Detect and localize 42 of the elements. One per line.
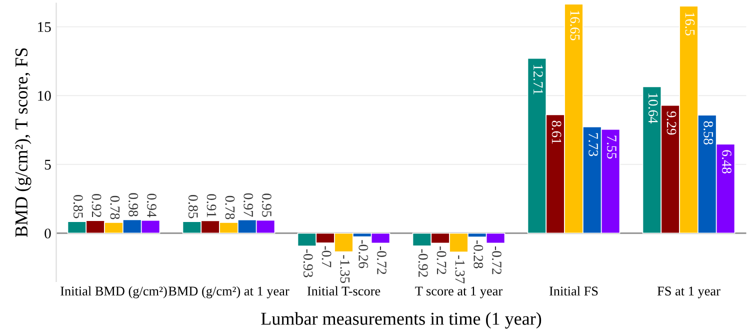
data-label: 8.61 — [552, 120, 562, 144]
y-axis-title: BMD (g/cm²), T score, FS — [14, 48, 32, 238]
data-label: -0.28 — [474, 240, 484, 268]
data-label: -0.26 — [358, 240, 368, 268]
data-label: 0.85 — [188, 194, 198, 218]
data-label: -0.72 — [492, 246, 502, 274]
data-label: -1.37 — [455, 255, 465, 284]
data-label: 0.94 — [147, 194, 156, 218]
data-label: 0.95 — [262, 194, 272, 217]
data-label: 8.58 — [704, 121, 714, 144]
x-tick-label: Initial BMD (g/cm²) — [60, 286, 167, 298]
data-label: 12.71 — [533, 65, 543, 94]
x-tick-label: Initial T-score — [307, 286, 380, 296]
data-label: 16.65 — [570, 10, 580, 40]
data-label: -0.93 — [303, 249, 313, 278]
x-tick-label: T score at 1 year — [415, 286, 502, 298]
y-tick-label: 10 — [38, 90, 51, 101]
data-label: 9.29 — [666, 111, 676, 135]
data-label: -0.72 — [436, 246, 446, 274]
x-axis-title: Lumbar measurements in time (1 year) — [261, 312, 542, 329]
data-label: 0.92 — [92, 194, 102, 218]
data-label: -0.7 — [322, 246, 332, 268]
x-tick-label: Initial FS — [549, 286, 598, 296]
y-tick-label: 0 — [44, 228, 51, 238]
x-tick-label: BMD (g/cm²) at 1 year — [168, 286, 290, 298]
x-tick-label: FS at 1 year — [657, 286, 720, 298]
data-label: 0.78 — [225, 196, 235, 220]
data-label: 0.78 — [110, 196, 120, 220]
y-tick-label: 5 — [44, 160, 51, 170]
data-label: 0.85 — [73, 194, 83, 218]
y-tick-label: 15 — [38, 22, 51, 32]
data-label: -0.92 — [418, 249, 428, 277]
data-label: 0.91 — [206, 194, 216, 218]
data-label: -1.35 — [340, 255, 350, 283]
data-label: 0.97 — [244, 193, 254, 217]
data-label: -0.72 — [377, 246, 386, 274]
data-label: 10.64 — [648, 94, 658, 124]
data-label: 16.5 — [685, 12, 695, 36]
data-label: 6.48 — [722, 150, 732, 174]
data-label: 0.98 — [128, 193, 138, 216]
data-label: 7.55 — [607, 136, 616, 159]
data-label: 7.73 — [588, 133, 598, 156]
